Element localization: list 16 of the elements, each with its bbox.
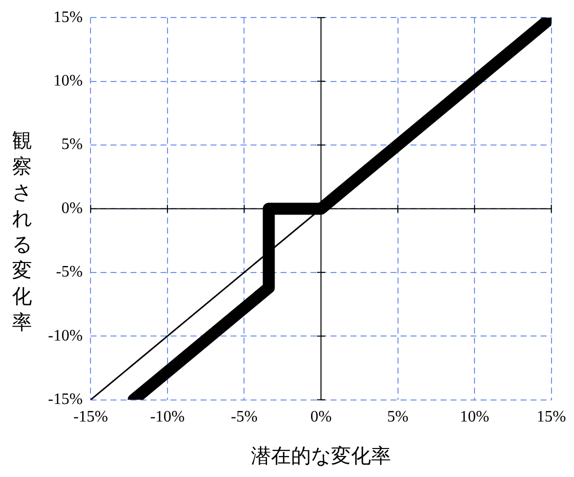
y-tick-label: 0% xyxy=(61,200,83,217)
x-tick-label: 15% xyxy=(536,408,566,426)
y-tick-label: 15% xyxy=(53,8,83,26)
y-tick-label: -15% xyxy=(48,391,83,408)
y-axis-title: 観察される変化率 xyxy=(11,129,33,336)
y-tick-label: 5% xyxy=(61,136,83,154)
x-tick-label: -15% xyxy=(73,408,108,426)
x-axis-title: 潜在的な変化率 xyxy=(250,444,391,468)
x-tick-label: -10% xyxy=(150,408,185,426)
y-tick-label: -10% xyxy=(48,327,83,344)
y-tick-label: -5% xyxy=(56,264,83,281)
x-tick-label: 0% xyxy=(310,408,332,426)
x-tick-label: 10% xyxy=(460,408,490,426)
x-tick-label: -5% xyxy=(230,408,258,426)
x-tick-label: 5% xyxy=(387,408,408,426)
y-tick-label: 10% xyxy=(53,72,83,90)
